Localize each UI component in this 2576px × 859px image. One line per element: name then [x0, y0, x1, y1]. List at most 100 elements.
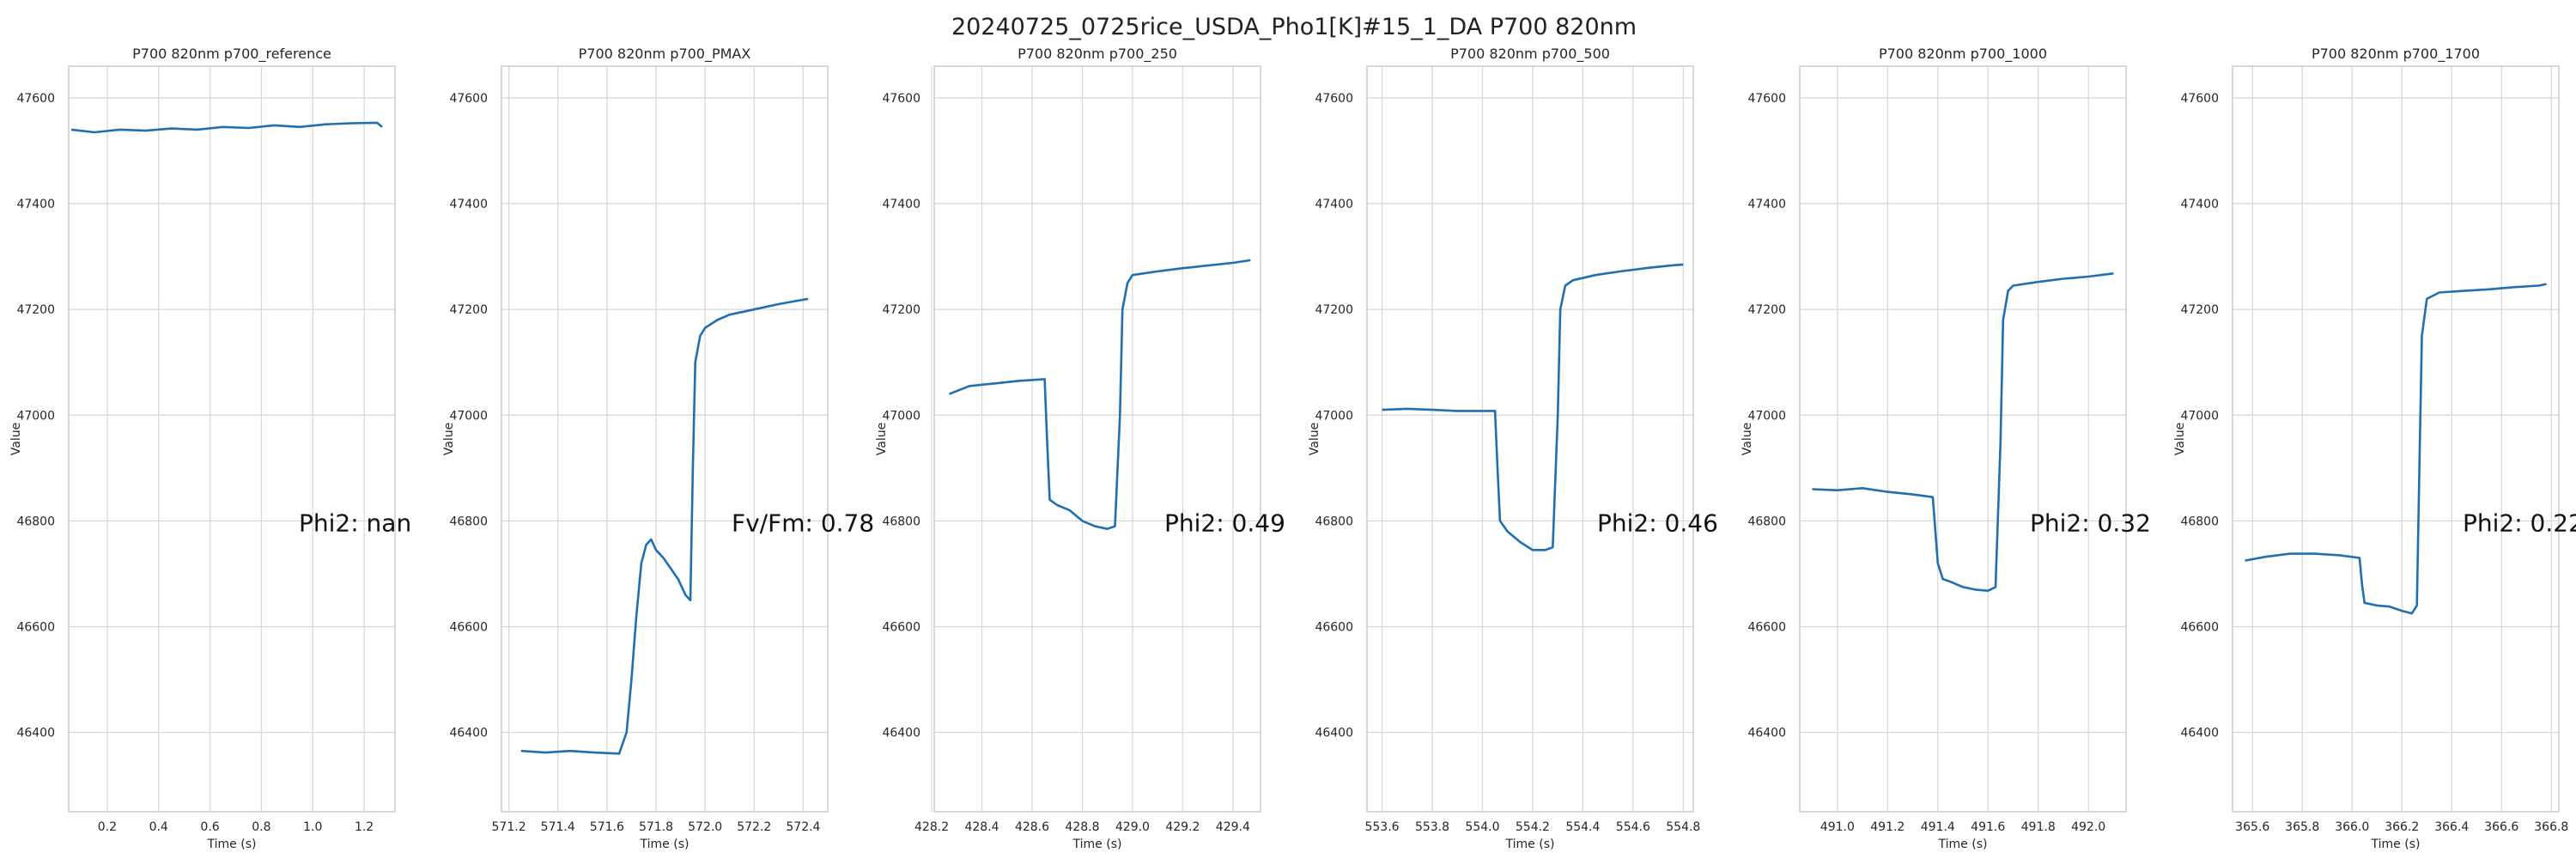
- x-tick-label: 366.4: [2434, 820, 2469, 834]
- y-tick-label: 46400: [2180, 727, 2219, 740]
- x-tick-label: 491.2: [1870, 820, 1905, 834]
- x-tick-label: 366.2: [2385, 820, 2419, 834]
- panels: 46400 46600 46800 47000 47200 47400 47600 0.2 0.…: [9, 46, 2576, 851]
- x-tick-label: 554.4: [1565, 820, 1600, 834]
- x-tick-label: 0.4: [149, 820, 168, 834]
- x-axis-label: Time (s): [207, 838, 257, 851]
- x-tick-label: 554.0: [1465, 820, 1499, 834]
- y-tick-label: 47400: [449, 198, 488, 211]
- x-tick-label: 428.4: [964, 820, 999, 834]
- x-tick-label: 366.6: [2484, 820, 2518, 834]
- metric-annotation: Phi2: nan: [299, 509, 411, 538]
- axes-frame: [2232, 65, 2560, 813]
- y-tick-label: 47000: [1315, 409, 1353, 423]
- panel-title: P700 820nm p700_reference: [132, 46, 331, 63]
- x-tick-label: 428.6: [1015, 820, 1049, 834]
- y-tick-label: 46800: [449, 515, 488, 528]
- y-tick-label: 46600: [449, 621, 488, 635]
- x-tick-label: 491.8: [2021, 820, 2056, 834]
- x-tick-label: 429.0: [1115, 820, 1150, 834]
- y-tick-label: 46600: [882, 621, 920, 635]
- y-axis-label: Value: [2173, 423, 2187, 455]
- y-tick-label: 46800: [1747, 515, 1786, 528]
- axes-frame: [501, 65, 829, 813]
- x-tick-label: 572.4: [786, 820, 820, 834]
- y-axis-label: Value: [442, 423, 456, 455]
- x-tick-label: 554.2: [1516, 820, 1550, 834]
- y-axis-label: Value: [1741, 423, 1754, 455]
- x-tick-label: 428.2: [914, 820, 949, 834]
- panel-title: P700 820nm p700_1700: [2312, 46, 2480, 63]
- y-tick-label: 46800: [1315, 515, 1353, 528]
- y-tick-label: 47600: [1747, 92, 1786, 106]
- x-axis-label: Time (s): [640, 838, 690, 851]
- y-tick-label: 47400: [1315, 198, 1353, 211]
- y-tick-label: 47600: [882, 92, 920, 106]
- y-axis-label: Value: [1308, 423, 1321, 455]
- series-line: [70, 121, 383, 134]
- x-tick-label: 366.8: [2534, 820, 2568, 834]
- chart-panel: 46400 46600 46800 47000 47200 47400 47600 0.2 0.…: [9, 46, 411, 851]
- panel-title: P700 820nm p700_1000: [1879, 46, 2047, 63]
- y-tick-label: 47400: [2180, 198, 2219, 211]
- y-tick-label: 46400: [449, 727, 488, 740]
- y-tick-label: 46400: [1747, 727, 1786, 740]
- x-tick-label: 0.2: [98, 820, 117, 834]
- y-tick-label: 46400: [1315, 727, 1353, 740]
- y-tick-label: 47600: [2180, 92, 2219, 106]
- x-axis-label: Time (s): [1505, 838, 1555, 851]
- metric-annotation: Phi2: 0.22: [2463, 509, 2576, 538]
- series-line: [2245, 283, 2547, 615]
- metric-annotation: Phi2: 0.32: [2030, 509, 2151, 538]
- x-tick-label: 491.4: [1921, 820, 1955, 834]
- x-tick-label: 492.0: [2071, 820, 2105, 834]
- x-tick-label: 0.6: [200, 820, 219, 834]
- x-axis-label: Time (s): [2371, 838, 2421, 851]
- y-tick-label: 47200: [1747, 303, 1786, 317]
- x-tick-label: 1.0: [303, 820, 322, 834]
- x-tick-label: 429.4: [1216, 820, 1250, 834]
- y-tick-label: 47600: [449, 92, 488, 106]
- x-tick-label: 429.2: [1165, 820, 1200, 834]
- y-tick-label: 47000: [1747, 409, 1786, 423]
- x-tick-label: 554.6: [1616, 820, 1650, 834]
- y-tick-label: 47200: [882, 303, 920, 317]
- chart-panel: 46400 46600 46800 47000 47200 47400 47600 571.2…: [442, 46, 874, 851]
- x-tick-label: 491.6: [1971, 820, 2005, 834]
- y-axis-label: Value: [9, 423, 23, 455]
- axes-frame: [1799, 65, 2127, 813]
- panel-title: P700 820nm p700_250: [1018, 46, 1177, 63]
- y-tick-label: 46400: [16, 727, 55, 740]
- y-tick-label: 47600: [1315, 92, 1353, 106]
- y-tick-label: 46800: [882, 515, 920, 528]
- metric-annotation: Fv/Fm: 0.78: [732, 509, 874, 538]
- chart-panel: 46400 46600 46800 47000 47200 47400 47600 553.6…: [1308, 46, 1718, 851]
- y-tick-label: 47200: [449, 303, 488, 317]
- axes-frame: [933, 65, 1261, 813]
- x-tick-label: 365.6: [2235, 820, 2269, 834]
- y-tick-label: 47400: [882, 198, 920, 211]
- x-tick-label: 571.2: [492, 820, 526, 834]
- y-tick-label: 47000: [882, 409, 920, 423]
- x-tick-label: 428.8: [1065, 820, 1099, 834]
- x-tick-label: 491.0: [1820, 820, 1855, 834]
- x-tick-label: 554.8: [1666, 820, 1700, 834]
- y-tick-label: 47000: [449, 409, 488, 423]
- y-tick-label: 46600: [2180, 621, 2219, 635]
- y-tick-label: 46600: [16, 621, 55, 635]
- x-tick-label: 553.6: [1364, 820, 1399, 834]
- chart-panel: 46400 46600 46800 47000 47200 47400 47600 491.0…: [1741, 46, 2151, 851]
- figure-title: 20240725_0725rice_USDA_Pho1[K]#15_1_DA P…: [951, 14, 1637, 40]
- y-tick-label: 46800: [16, 515, 55, 528]
- panel-title: P700 820nm p700_PMAX: [579, 46, 751, 63]
- axes-frame: [1366, 65, 1694, 813]
- y-tick-label: 47200: [1315, 303, 1353, 317]
- x-tick-label: 366.0: [2335, 820, 2369, 834]
- y-tick-label: 47000: [16, 409, 55, 423]
- x-axis-label: Time (s): [1938, 838, 1988, 851]
- panel-title: P700 820nm p700_500: [1450, 46, 1610, 63]
- series-line: [520, 297, 809, 755]
- x-tick-label: 553.8: [1415, 820, 1449, 834]
- y-tick-label: 46400: [882, 727, 920, 740]
- y-tick-label: 47000: [2180, 409, 2219, 423]
